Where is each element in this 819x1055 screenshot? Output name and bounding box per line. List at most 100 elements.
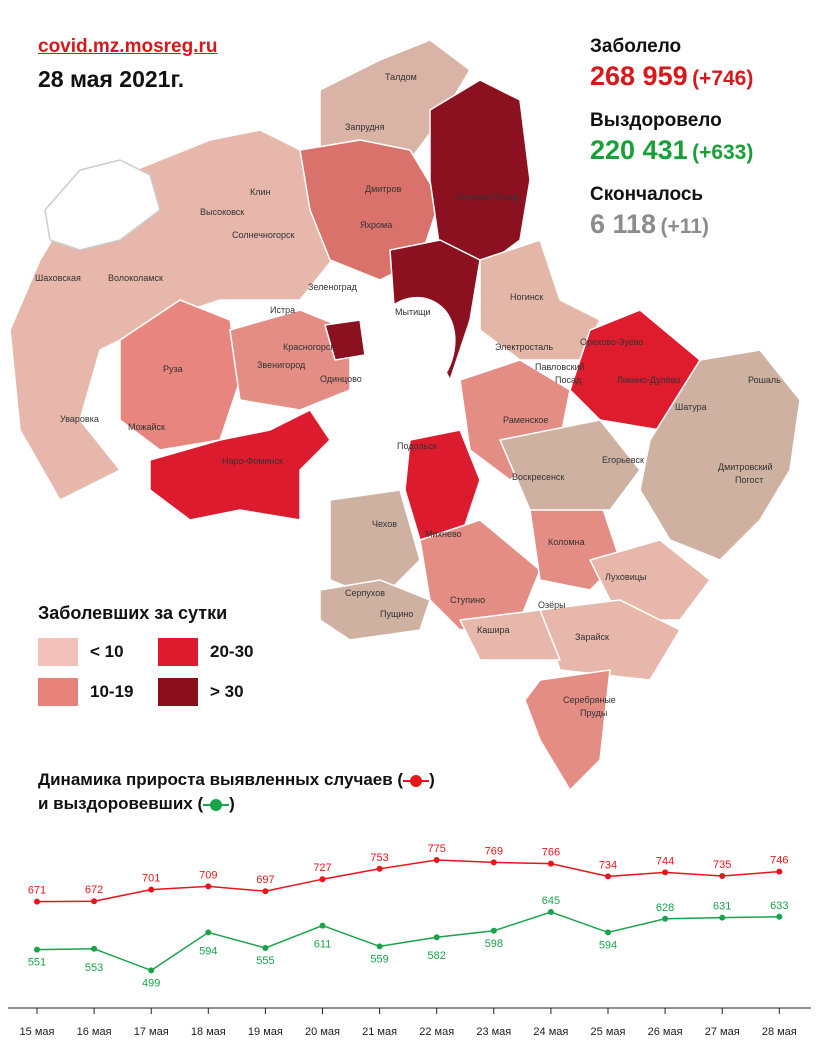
- svg-text:Раменское: Раменское: [503, 415, 548, 425]
- svg-text:Егорьевск: Егорьевск: [602, 455, 644, 465]
- data-label: 734: [599, 859, 617, 871]
- cases-label: Заболело: [590, 36, 682, 57]
- svg-text:Погост: Погост: [735, 475, 763, 485]
- data-point: [376, 865, 383, 872]
- data-point: [547, 860, 554, 867]
- data-label: 559: [370, 953, 388, 965]
- chart-title-line1-end: ): [429, 770, 435, 789]
- svg-text:Красногорск: Красногорск: [283, 342, 334, 352]
- data-point: [490, 859, 497, 866]
- svg-text:Подольск: Подольск: [397, 441, 437, 451]
- region-map: Талдом Запрудня Дмитров Яхрома Сергиев П…: [9, 39, 801, 791]
- x-tick-label: 26 мая: [648, 1026, 683, 1038]
- data-point: [605, 873, 611, 880]
- svg-text:Шатура: Шатура: [675, 402, 707, 412]
- district-odintsovo: [229, 309, 351, 411]
- stats-panel: Заболело 268 959 (+746) Выздоровело 220 …: [590, 36, 753, 240]
- data-label: 746: [770, 855, 788, 867]
- data-point: [662, 869, 669, 876]
- data-label: 697: [256, 874, 274, 886]
- report-date: 28 мая 2021г.: [38, 66, 185, 92]
- data-label: 555: [256, 955, 274, 967]
- data-point: [91, 898, 98, 905]
- data-point: [262, 945, 269, 951]
- svg-text:Можайск: Можайск: [128, 422, 165, 432]
- data-point: [319, 876, 326, 883]
- svg-text:Рошаль: Рошаль: [748, 375, 781, 385]
- district-naro-fominsk: [149, 409, 331, 521]
- data-label: 766: [542, 847, 560, 859]
- svg-text:Зеленоград: Зеленоград: [308, 282, 358, 292]
- deaths-value: 6 118: [590, 209, 657, 239]
- legend-title: Заболевших за сутки: [38, 603, 228, 623]
- data-point: [719, 873, 726, 879]
- svg-text:Руза: Руза: [163, 364, 183, 374]
- data-point: [776, 868, 783, 875]
- svg-text:Зарайск: Зарайск: [575, 632, 609, 642]
- svg-text:Яхрома: Яхрома: [360, 220, 392, 230]
- recovered-label: Выздоровело: [590, 110, 722, 131]
- svg-text:Уваровка: Уваровка: [60, 414, 99, 424]
- data-point: [34, 946, 40, 953]
- chart-title-line2: и выздоровевших (: [38, 794, 204, 813]
- red-line-marker-icon: [403, 774, 430, 787]
- chart-title: Динамика прироста выявленных случаев () …: [38, 768, 435, 816]
- svg-text:Кашира: Кашира: [477, 625, 510, 635]
- x-tick-label: 16 мая: [77, 1026, 112, 1038]
- svg-text:Ногинск: Ногинск: [510, 292, 543, 302]
- data-point: [262, 888, 269, 895]
- data-label: 633: [770, 900, 788, 912]
- chart-title-line2-end: ): [229, 794, 235, 813]
- green-line-marker-icon: [203, 798, 230, 811]
- legend-swatch: [158, 638, 198, 666]
- svg-text:Ступино: Ступино: [450, 595, 485, 605]
- data-label: 628: [656, 902, 674, 914]
- line-chart: 15 мая 16 мая 17 мая 18 мая 19 мая 20 мая 21 м…: [8, 843, 811, 1038]
- x-tick-label: 24 мая: [533, 1026, 568, 1038]
- data-label: 551: [28, 957, 46, 969]
- recovered-value: 220 431: [590, 135, 688, 165]
- x-tick-label: 15 мая: [20, 1026, 55, 1038]
- district-krasnogorsk: [324, 319, 366, 361]
- data-point: [91, 945, 98, 952]
- legend-swatch: [38, 678, 78, 706]
- svg-text:Электросталь: Электросталь: [495, 342, 553, 352]
- svg-text:Чехов: Чехов: [372, 519, 397, 529]
- series-line-0: [36, 859, 780, 903]
- svg-text:Коломна: Коломна: [548, 537, 585, 547]
- legend-label: 10-19: [90, 682, 134, 701]
- data-label: 701: [142, 873, 160, 885]
- data-point: [719, 914, 726, 921]
- district-kashira: [459, 609, 561, 661]
- data-point: [148, 967, 155, 974]
- site-link[interactable]: covid.mz.mosreg.ru: [38, 36, 218, 57]
- data-label: 727: [313, 862, 331, 874]
- x-tick-label: 22 мая: [419, 1026, 454, 1038]
- deaths-delta: (+11): [660, 215, 709, 238]
- data-label: 594: [199, 945, 217, 957]
- district-north-white: [44, 159, 161, 251]
- data-point: [148, 886, 155, 893]
- data-label: 499: [142, 977, 160, 989]
- svg-text:Луховицы: Луховицы: [605, 572, 646, 582]
- svg-text:Мытищи: Мытищи: [395, 307, 431, 317]
- district-ruza: [119, 299, 241, 451]
- data-label: 582: [428, 950, 446, 962]
- svg-text:Солнечногорск: Солнечногорск: [232, 230, 294, 240]
- svg-text:Пущино: Пущино: [380, 609, 413, 619]
- data-point: [433, 857, 440, 863]
- data-label: 598: [485, 938, 503, 950]
- legend-item-20-30: 20-30: [158, 638, 253, 666]
- legend-label: > 30: [210, 682, 244, 701]
- data-point: [490, 927, 497, 934]
- data-label: 753: [370, 852, 388, 864]
- svg-text:Пруды: Пруды: [580, 708, 607, 718]
- svg-text:Михнево: Михнево: [425, 529, 462, 539]
- data-label: 775: [428, 843, 446, 855]
- recovered-delta: (+633): [692, 141, 754, 164]
- x-tick-label: 18 мая: [191, 1026, 226, 1038]
- legend-item-gt30: > 30: [158, 678, 244, 706]
- svg-text:Озёры: Озёры: [538, 600, 566, 610]
- cases-delta: (+746): [692, 67, 754, 90]
- data-label: 645: [542, 895, 560, 907]
